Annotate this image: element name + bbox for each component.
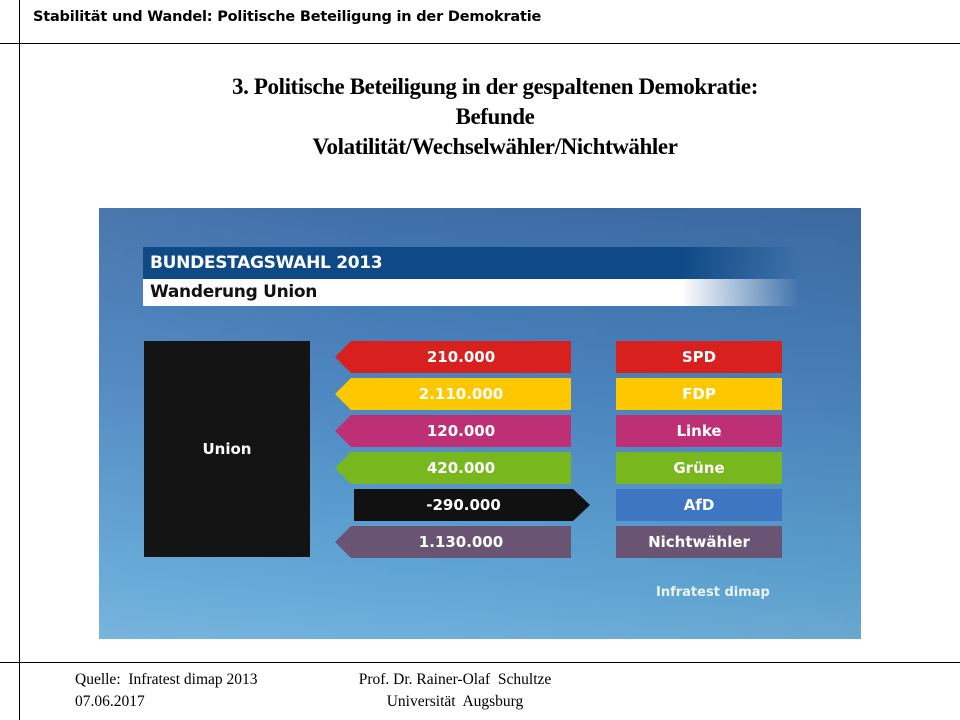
flow-value: -290.000	[426, 496, 501, 514]
flow-value: 1.130.000	[418, 533, 504, 551]
footer-author: Prof. Dr. Rainer-Olaf Schultze	[358, 671, 552, 688]
banner-title: BUNDESTAGSWAHL 2013	[143, 247, 799, 279]
flow-value: 420.000	[426, 459, 496, 477]
footer-left: Quelle: Infratest dimap 2013 07.06.2017	[75, 669, 258, 713]
footer-divider	[0, 662, 960, 663]
flow-arrow-left-icon: 420.000	[335, 452, 571, 484]
slide-title: 3. Politische Beteiligung in der gespalt…	[100, 72, 890, 162]
flow-arrow-left-icon: 1.130.000	[335, 526, 571, 558]
flow-value: 210.000	[426, 348, 496, 366]
slide-title-line-1: 3. Politische Beteiligung in der gespalt…	[232, 74, 758, 99]
flow-row-fdp: 2.110.000 FDP	[99, 378, 861, 410]
party-label: Grüne	[616, 452, 782, 484]
flow-value: 120.000	[426, 422, 496, 440]
flow-row-afd: -290.000 AfD	[99, 489, 861, 521]
party-label: Linke	[616, 415, 782, 447]
flow-arrow-left-icon: 120.000	[335, 415, 571, 447]
slide-title-line-3: Volatilität/Wechselwähler/Nichtwähler	[312, 134, 678, 159]
party-label: FDP	[616, 378, 782, 410]
footer-date: 07.06.2017	[75, 693, 145, 710]
flow-row-gruene: 420.000 Grüne	[99, 452, 861, 484]
footer-source: Quelle: Infratest dimap 2013	[75, 671, 258, 688]
graphic-source-label: Infratest dimap	[656, 585, 770, 600]
left-margin-rule	[19, 0, 20, 720]
flow-arrow-left-icon: 2.110.000	[335, 378, 571, 410]
voter-migration-graphic: BUNDESTAGSWAHL 2013 Wanderung Union Unio…	[99, 208, 861, 639]
footer-right: Prof. Dr. Rainer-Olaf Schultze Universit…	[330, 669, 580, 713]
flow-arrow-left-icon: 210.000	[335, 341, 571, 373]
banner-subtitle: Wanderung Union	[143, 279, 799, 306]
flow-row-linke: 120.000 Linke	[99, 415, 861, 447]
footer-institution: Universität Augsburg	[386, 693, 524, 710]
flow-arrow-right-icon: -290.000	[354, 489, 590, 521]
origin-party-label: Union	[202, 440, 252, 458]
flow-row-spd: 210.000 SPD	[99, 341, 861, 373]
flow-value: 2.110.000	[418, 385, 504, 403]
origin-party-box: Union	[144, 341, 310, 557]
slide-title-line-2: Befunde	[455, 104, 535, 129]
header-title: Stabilität und Wandel: Politische Beteil…	[33, 9, 542, 25]
flow-row-nichtwaehler: 1.130.000 Nichtwähler	[99, 526, 861, 558]
party-label: Nichtwähler	[616, 526, 782, 558]
header-divider	[0, 43, 960, 44]
party-label: AfD	[616, 489, 782, 521]
party-label: SPD	[616, 341, 782, 373]
